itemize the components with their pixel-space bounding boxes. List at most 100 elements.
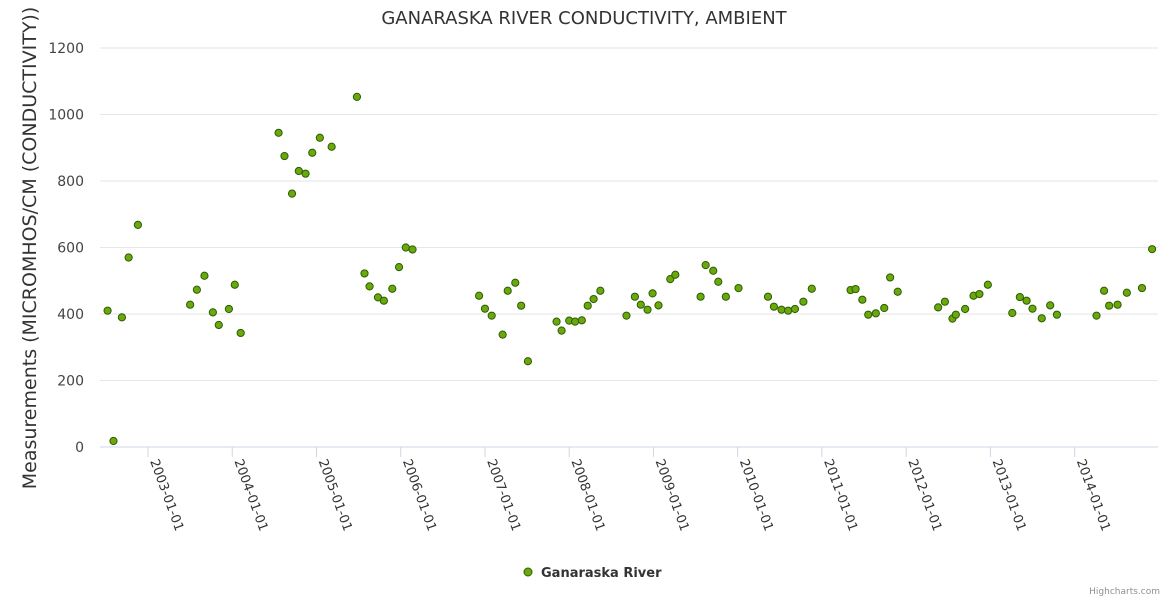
data-point[interactable] <box>858 295 867 304</box>
data-point[interactable] <box>365 282 374 291</box>
data-point[interactable] <box>596 286 605 295</box>
data-point[interactable] <box>280 151 289 161</box>
data-point[interactable] <box>517 301 526 310</box>
data-point[interactable] <box>1092 311 1101 320</box>
data-point[interactable] <box>214 320 223 330</box>
data-point[interactable] <box>301 169 310 178</box>
data-point[interactable] <box>589 294 598 304</box>
data-point[interactable] <box>352 92 362 101</box>
y-tick-label: 600 <box>57 241 84 257</box>
data-point[interactable] <box>643 305 652 314</box>
data-point[interactable] <box>360 269 369 278</box>
data-point[interactable] <box>124 253 133 262</box>
data-point[interactable] <box>583 301 592 310</box>
data-point[interactable] <box>192 285 201 294</box>
data-point[interactable] <box>714 277 723 286</box>
credits-link[interactable]: Highcharts.com <box>1089 587 1160 597</box>
data-point[interactable] <box>734 283 743 293</box>
data-point[interactable] <box>408 245 417 254</box>
data-point[interactable] <box>230 280 239 289</box>
data-point[interactable] <box>934 303 943 312</box>
data-point[interactable] <box>487 311 496 320</box>
data-point[interactable] <box>103 306 112 315</box>
data-point[interactable] <box>983 280 992 289</box>
legend-item-ganaraska-river[interactable]: Ganaraska River <box>541 566 662 581</box>
data-point[interactable] <box>1099 286 1109 295</box>
data-point[interactable] <box>236 328 245 338</box>
data-point[interactable] <box>799 297 808 306</box>
data-point[interactable] <box>1015 292 1024 302</box>
data-point[interactable] <box>696 292 705 301</box>
data-point[interactable] <box>636 300 645 309</box>
data-point[interactable] <box>701 261 710 270</box>
data-point[interactable] <box>287 189 297 198</box>
data-point[interactable] <box>1028 304 1037 313</box>
data-point[interactable] <box>951 310 960 319</box>
data-point[interactable] <box>1113 300 1122 309</box>
data-point[interactable] <box>769 302 778 311</box>
data-point[interactable] <box>117 313 127 322</box>
legend-marker-icon[interactable] <box>523 567 533 577</box>
data-point[interactable] <box>523 357 533 366</box>
data-point[interactable] <box>308 148 317 157</box>
data-point[interactable] <box>721 292 730 301</box>
data-point[interactable] <box>807 284 816 293</box>
data-point[interactable] <box>763 292 773 301</box>
data-point[interactable] <box>480 304 490 313</box>
data-point[interactable] <box>671 270 680 279</box>
data-point[interactable] <box>975 289 984 299</box>
data-point[interactable] <box>654 301 663 310</box>
data-point[interactable] <box>394 263 404 272</box>
data-point[interactable] <box>133 220 143 229</box>
data-point[interactable] <box>1037 314 1046 323</box>
data-point[interactable] <box>200 271 209 280</box>
data-point[interactable] <box>511 278 520 287</box>
data-point[interactable] <box>557 326 566 335</box>
legend[interactable]: Ganaraska River <box>523 566 662 581</box>
data-point[interactable] <box>1008 308 1017 318</box>
data-point[interactable] <box>1105 301 1114 310</box>
data-point[interactable] <box>401 243 410 252</box>
data-point[interactable] <box>880 303 889 313</box>
data-point[interactable] <box>388 284 397 293</box>
data-point[interactable] <box>648 289 657 298</box>
data-point[interactable] <box>961 304 970 314</box>
data-point[interactable] <box>274 128 283 137</box>
data-point[interactable] <box>709 266 718 275</box>
data-point[interactable] <box>552 317 561 326</box>
data-point[interactable] <box>784 306 793 315</box>
data-point[interactable] <box>886 273 895 282</box>
data-point[interactable] <box>224 304 233 314</box>
y-tick-label: 800 <box>57 174 84 190</box>
data-point[interactable] <box>851 284 860 294</box>
data-point[interactable] <box>1022 296 1031 305</box>
data-point[interactable] <box>666 274 675 284</box>
data-point[interactable] <box>208 308 217 317</box>
data-point[interactable] <box>864 310 873 319</box>
data-point[interactable] <box>790 304 800 314</box>
data-point[interactable] <box>577 316 586 325</box>
data-point[interactable] <box>503 286 512 295</box>
data-point[interactable] <box>1137 283 1147 293</box>
data-point[interactable] <box>186 300 195 309</box>
data-point[interactable] <box>940 297 949 306</box>
data-point[interactable] <box>871 309 880 318</box>
data-point[interactable] <box>630 292 639 301</box>
data-point[interactable] <box>1052 310 1062 319</box>
data-point[interactable] <box>294 166 303 176</box>
data-point[interactable] <box>1148 245 1157 254</box>
data-point[interactable] <box>474 291 484 300</box>
data-point[interactable] <box>893 287 902 296</box>
data-point[interactable] <box>570 317 580 326</box>
data-point[interactable] <box>1046 301 1055 310</box>
y-tick-label: 1200 <box>48 41 84 57</box>
data-point[interactable] <box>315 133 324 142</box>
data-point[interactable] <box>622 311 631 320</box>
data-point[interactable] <box>1122 288 1131 297</box>
data-point[interactable] <box>109 436 118 446</box>
data-point[interactable] <box>777 305 786 314</box>
data-point[interactable] <box>379 296 388 305</box>
data-point[interactable] <box>327 142 336 151</box>
data-point[interactable] <box>498 330 507 339</box>
